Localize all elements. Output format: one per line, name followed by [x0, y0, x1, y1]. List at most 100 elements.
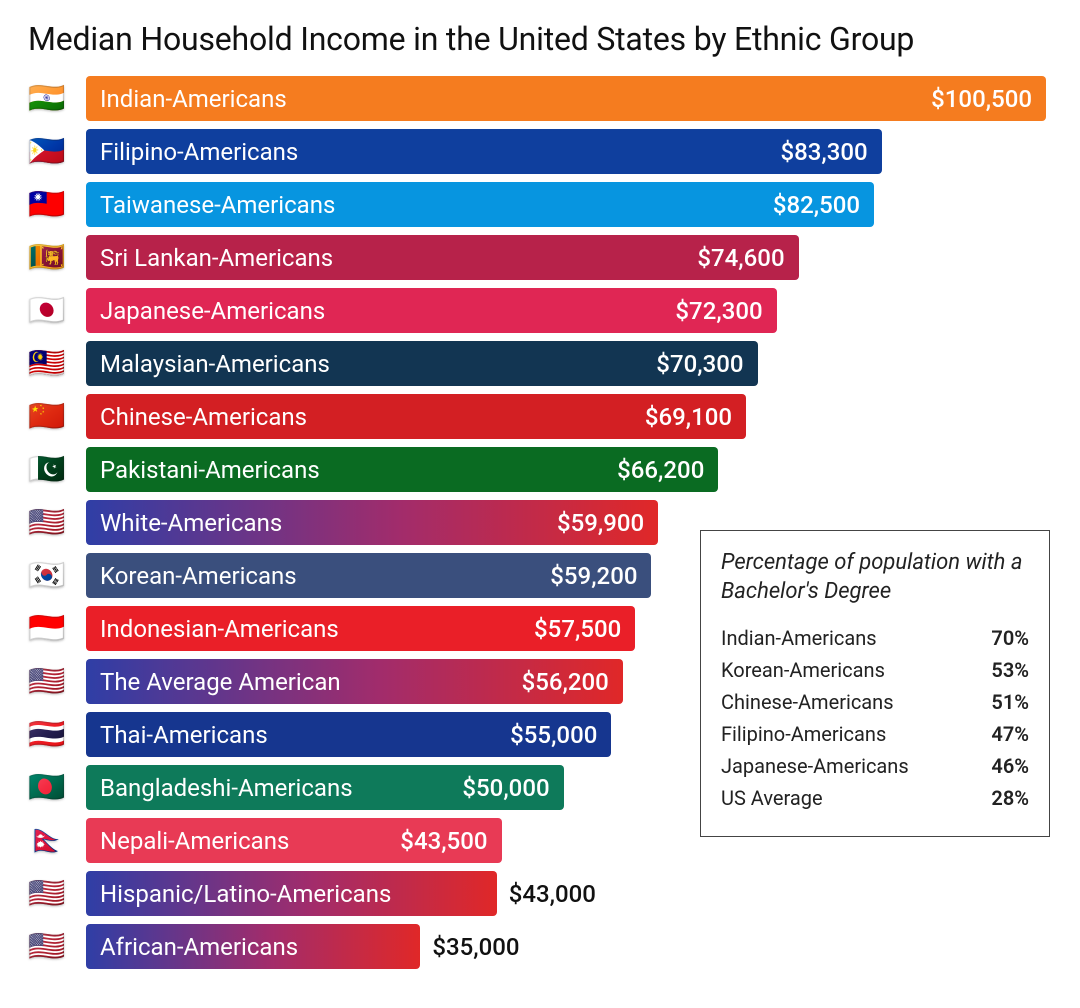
- bar: Korean-Americans $59,200: [86, 553, 651, 598]
- bar-row: 🇯🇵 Japanese-Americans $72,300: [28, 288, 1052, 333]
- flag-icon: 🇺🇸: [28, 508, 86, 538]
- education-sidebar: Percentage of population with a Bachelor…: [700, 530, 1050, 837]
- sidebar-row-label: Indian-Americans: [721, 626, 877, 650]
- bar-value: $70,300: [656, 350, 743, 378]
- bar-track: Taiwanese-Americans $82,500: [86, 182, 1052, 227]
- sidebar-row-pct: 46%: [991, 754, 1029, 778]
- flag-icon: 🇺🇸: [28, 667, 86, 697]
- bar: African-Americans$35,000: [86, 924, 420, 969]
- sidebar-row-label: Chinese-Americans: [721, 690, 894, 714]
- sidebar-row-label: Japanese-Americans: [721, 754, 909, 778]
- bar: White-Americans $59,900: [86, 500, 658, 545]
- bar: Sri Lankan-Americans $74,600: [86, 235, 799, 280]
- bar-track: Sri Lankan-Americans $74,600: [86, 235, 1052, 280]
- bar-value: $59,200: [550, 562, 637, 590]
- sidebar-row-pct: 53%: [991, 658, 1029, 682]
- bar: Nepali-Americans $43,500: [86, 818, 502, 863]
- bar-label: Hispanic/Latino-Americans: [100, 880, 391, 908]
- flag-icon: 🇹🇭: [28, 720, 86, 750]
- bar-value: $43,500: [400, 827, 487, 855]
- sidebar-row: Japanese-Americans 46%: [721, 750, 1029, 782]
- bar-value: $83,300: [780, 138, 867, 166]
- bar-label: Sri Lankan-Americans: [100, 244, 333, 272]
- bar-row: 🇮🇳Indian-Americans$100,500: [28, 76, 1052, 121]
- sidebar-row: Indian-Americans 70%: [721, 622, 1029, 654]
- sidebar-row: Filipino-Americans 47%: [721, 718, 1029, 750]
- flag-icon: 🇵🇭: [28, 137, 86, 167]
- bar-row: 🇨🇳Chinese-Americans$69,100: [28, 394, 1052, 439]
- bar-track: Malaysian-Americans $70,300: [86, 341, 1052, 386]
- bar-value: $72,300: [675, 297, 762, 325]
- bar-value: $50,000: [462, 774, 549, 802]
- bar-label: Pakistani-Americans: [100, 456, 320, 484]
- flag-icon: 🇲🇾: [28, 349, 86, 379]
- sidebar-row: Chinese-Americans 51%: [721, 686, 1029, 718]
- flag-icon: 🇮🇩: [28, 614, 86, 644]
- sidebar-row: US Average 28%: [721, 782, 1029, 814]
- flag-icon: 🇺🇸: [28, 879, 86, 909]
- bar-label: Japanese-Americans: [100, 297, 325, 325]
- bar: Pakistani-Americans $66,200: [86, 447, 718, 492]
- bar-value: $43,000: [509, 880, 596, 908]
- bar-value: $59,900: [557, 509, 644, 537]
- bar-label: Chinese-Americans: [100, 403, 307, 431]
- bar-value: $66,200: [617, 456, 704, 484]
- bar-label: The Average American: [100, 668, 341, 696]
- chart-title: Median Household Income in the United St…: [28, 20, 1052, 58]
- bar-label: White-Americans: [100, 509, 282, 537]
- bar: Japanese-Americans $72,300: [86, 288, 777, 333]
- flag-icon: 🇧🇩: [28, 773, 86, 803]
- bar-track: Indian-Americans $100,500: [86, 76, 1052, 121]
- sidebar-title: Percentage of population with a Bachelor…: [721, 549, 1029, 606]
- bar-label: Indonesian-Americans: [100, 615, 339, 643]
- bar-value: $82,500: [773, 191, 860, 219]
- bar-value: $55,000: [510, 721, 597, 749]
- flag-icon: 🇵🇰: [28, 455, 86, 485]
- bar-value: $100,500: [931, 85, 1032, 113]
- bar-label: Taiwanese-Americans: [100, 191, 335, 219]
- bar: Bangladeshi-Americans $50,000: [86, 765, 564, 810]
- bar-row: 🇵🇰 Pakistani-Americans $66,200: [28, 447, 1052, 492]
- bar-label: Bangladeshi-Americans: [100, 774, 353, 802]
- bar: Taiwanese-Americans $82,500: [86, 182, 874, 227]
- sidebar-row-label: US Average: [721, 786, 823, 810]
- sidebar-row-pct: 70%: [991, 626, 1029, 650]
- sidebar-row-pct: 28%: [991, 786, 1029, 810]
- bar-track: Hispanic/Latino-Americans $43,000: [86, 871, 1052, 916]
- bar: Thai-Americans $55,000: [86, 712, 611, 757]
- bar-track: Pakistani-Americans $66,200: [86, 447, 1052, 492]
- bar-row: 🇺🇸 Hispanic/Latino-Americans $43,000: [28, 871, 1052, 916]
- sidebar-rows: Indian-Americans 70% Korean-Americans 53% Ch…: [721, 622, 1029, 814]
- bar-label: Thai-Americans: [100, 721, 268, 749]
- flag-icon: 🇯🇵: [28, 296, 86, 326]
- sidebar-row-label: Filipino-Americans: [721, 722, 886, 746]
- sidebar-row-pct: 47%: [991, 722, 1029, 746]
- bar-row: 🇺🇸African-Americans$35,000: [28, 924, 1052, 969]
- flag-icon: 🇱🇰: [28, 243, 86, 273]
- bar: Indian-Americans $100,500: [86, 76, 1046, 121]
- bar-row: 🇵🇭Filipino-Americans$83,300: [28, 129, 1052, 174]
- bar-label: African-Americans: [100, 933, 298, 961]
- bar-row: 🇲🇾 Malaysian-Americans $70,300: [28, 341, 1052, 386]
- bar-label: Indian-Americans: [100, 85, 287, 113]
- bar: Malaysian-Americans $70,300: [86, 341, 758, 386]
- bar-label: Malaysian-Americans: [100, 350, 330, 378]
- bar-label: Nepali-Americans: [100, 827, 289, 855]
- flag-icon: 🇰🇷: [28, 561, 86, 591]
- flag-icon: 🇺🇸: [28, 932, 86, 962]
- bar-value: $35,000: [432, 933, 519, 961]
- bar: Filipino-Americans$83,300: [86, 129, 882, 174]
- bar-label: Korean-Americans: [100, 562, 297, 590]
- bar: Hispanic/Latino-Americans$43,000: [86, 871, 497, 916]
- bar: Chinese-Americans $69,100: [86, 394, 746, 439]
- bar-value: $74,600: [697, 244, 784, 272]
- bar-value: $69,100: [645, 403, 732, 431]
- bar-row: 🇱🇰 Sri Lankan-Americans $74,600: [28, 235, 1052, 280]
- sidebar-row-label: Korean-Americans: [721, 658, 885, 682]
- bar-row: 🇹🇼Taiwanese-Americans$82,500: [28, 182, 1052, 227]
- bar-track: Japanese-Americans $72,300: [86, 288, 1052, 333]
- sidebar-row-pct: 51%: [991, 690, 1029, 714]
- sidebar-row: Korean-Americans 53%: [721, 654, 1029, 686]
- bar-track: Chinese-Americans $69,100: [86, 394, 1052, 439]
- flag-icon: 🇳🇵: [28, 826, 86, 856]
